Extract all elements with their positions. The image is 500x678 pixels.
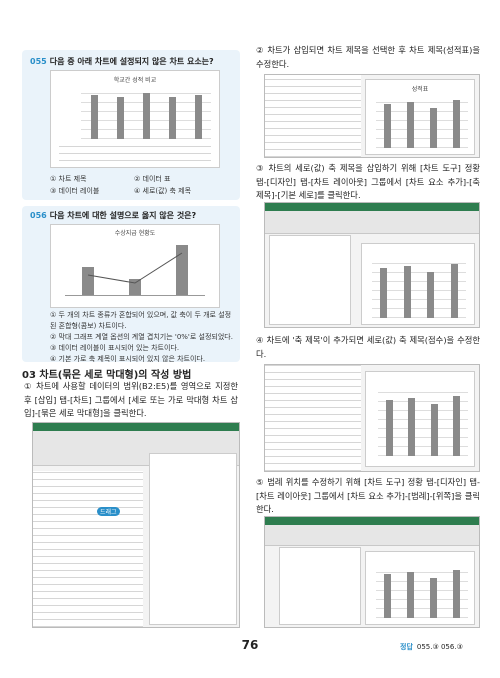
option: ④ 기본 가로 축 제목이 표시되어 있지 않은 차트이다. [50, 355, 206, 363]
step-text: ① 차트에 사용할 데이터의 범위(B2:E5)를 영역으로 지정한 후 [삽입… [24, 381, 238, 418]
chart-image [365, 551, 475, 625]
bars [378, 390, 468, 456]
line-series [87, 252, 183, 284]
sheet [265, 365, 361, 471]
option: ① 차트 제목 [50, 175, 87, 183]
option: ① 두 개의 차트 종류가 혼합되어 있으며, 값 축이 두 개로 설정된 혼합… [50, 311, 232, 330]
question: 055 다음 중 아래 차트에 설정되지 않은 차트 요소는? [30, 56, 214, 67]
title-bar [33, 423, 239, 431]
question: 056 다음 차트에 대한 설명으로 옳지 않은 것은? [30, 210, 196, 221]
sheet [33, 471, 143, 627]
option: ③ 데이터 레이블이 표시되어 있는 차트이다. [50, 344, 180, 352]
question-number: 055 [30, 57, 47, 66]
chart-title: 수상지급 현황도 [114, 230, 156, 237]
step-text: ⑤ 범례 위치를 수정하기 위해 [차트 도구] 정황 탭-[디자인] 탭-[차… [256, 477, 480, 514]
screenshot: 드래그 [32, 422, 240, 628]
bars [81, 87, 211, 139]
option: ③ 데이터 레이블 [50, 187, 100, 195]
step-text: ③ 차트의 세로(값) 축 제목을 삽입하기 위해 [차트 도구] 정황 탭-[… [256, 163, 480, 200]
chart-image: 성적표 [365, 79, 475, 155]
chart-image [365, 371, 475, 467]
question-text: 다음 차트에 대한 설명으로 옳지 않은 것은? [49, 211, 197, 220]
answers: 정답 055.③ 056.③ [400, 642, 463, 652]
chart-image: 학교간 성적 비교 [50, 70, 220, 168]
question-number: 056 [30, 211, 47, 220]
callout: 드래그 [97, 507, 120, 516]
bars [65, 239, 205, 296]
screenshot [264, 202, 480, 328]
ribbon [265, 525, 479, 546]
answer-text: 055.③ 056.③ [416, 643, 463, 651]
title-bar [265, 203, 479, 211]
chart-title: 학교간 성적 비교 [113, 77, 157, 84]
question-box: 055 다음 중 아래 차트에 설정되지 않은 차트 요소는? 학교간 성적 비교… [22, 50, 240, 200]
question-box: 056 다음 차트에 대한 설명으로 옳지 않은 것은? 수상지급 현황도 ① 두… [22, 206, 240, 363]
chart-title: 성적표 [411, 86, 429, 93]
ribbon [265, 211, 479, 234]
menu [269, 235, 351, 325]
sheet [265, 75, 361, 157]
answer-label: 정답 [400, 643, 413, 651]
step-text: ④ 차트에 '축 제목'이 추가되면 세로(값) 축 제목(점수)을 수정한다. [256, 335, 480, 359]
page-number: 76 [241, 638, 259, 652]
step-text: ② 차트가 삽입되면 차트 제목을 선택한 후 차트 제목(성적표)을 수정한다… [256, 45, 480, 69]
screenshot: 성적표 [264, 74, 480, 158]
bars [372, 260, 466, 318]
menu [149, 453, 237, 625]
title-bar [265, 517, 479, 525]
chart-image: 수상지급 현황도 [50, 224, 220, 308]
chart-image [361, 243, 475, 325]
section-title: 03 차트(묶은 세로 막대형)의 작성 방법 [22, 370, 192, 381]
option: ④ 세로(값) 축 제목 [134, 187, 192, 195]
option: ② 데이터 표 [134, 175, 171, 183]
option: ② 막대 그래프 계열 옵션의 계열 겹치기는 '0%'로 설정되었다. [50, 333, 233, 341]
screenshot [264, 516, 480, 628]
bars [376, 566, 468, 618]
question-text: 다음 중 아래 차트에 설정되지 않은 차트 요소는? [49, 57, 214, 66]
data-table [59, 145, 211, 161]
screenshot [264, 364, 480, 472]
menu [279, 547, 361, 625]
bars [376, 96, 468, 148]
